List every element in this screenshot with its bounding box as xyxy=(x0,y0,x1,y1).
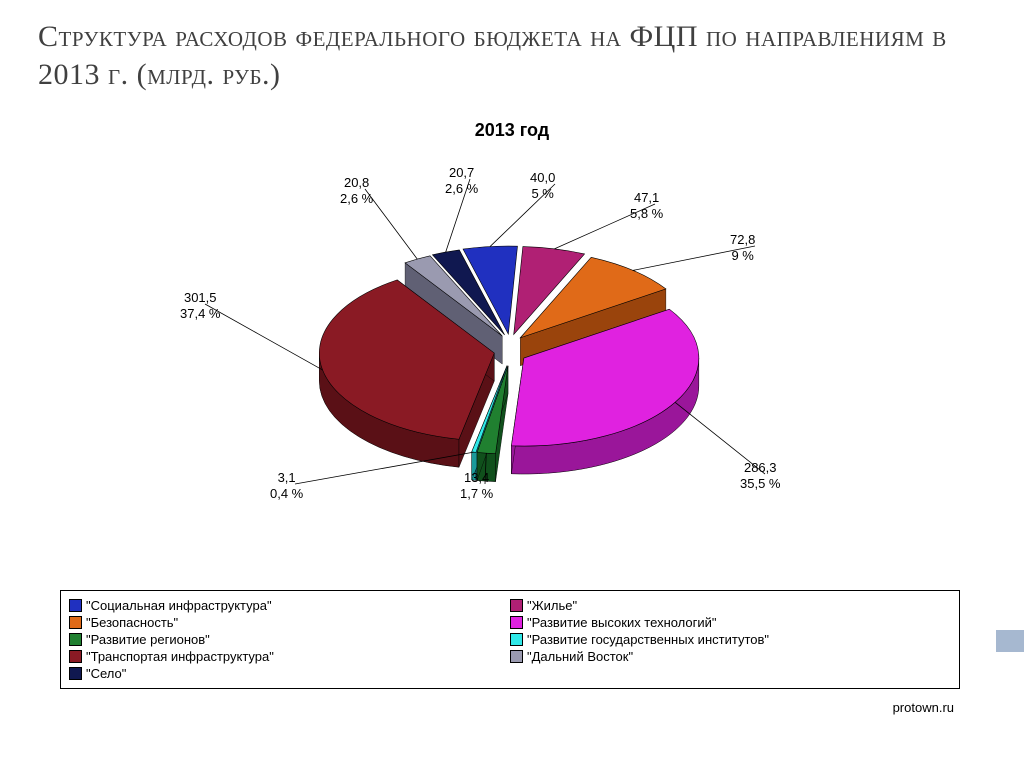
slice-percent: 5 % xyxy=(530,186,555,202)
slice-percent: 37,4 % xyxy=(180,306,220,322)
legend-item: "Дальний Восток" xyxy=(510,648,951,665)
slice-label: 13,41,7 % xyxy=(460,470,493,501)
slice-percent: 2,6 % xyxy=(445,181,478,197)
slice-percent: 5,8 % xyxy=(630,206,663,222)
legend-swatch xyxy=(69,650,82,663)
slice-value: 286,3 xyxy=(740,460,780,476)
legend-swatch xyxy=(69,633,82,646)
slice-percent: 2,6 % xyxy=(340,191,373,207)
slice-value: 20,8 xyxy=(340,175,373,191)
legend-label: "Безопасность" xyxy=(86,615,178,630)
legend-item: "Развитие регионов" xyxy=(69,631,510,648)
legend-item: "Развитие высоких технологий" xyxy=(510,614,951,631)
legend-swatch xyxy=(510,633,523,646)
legend: "Социальная инфраструктура" "Безопасность… xyxy=(60,590,960,689)
slice-percent: 35,5 % xyxy=(740,476,780,492)
legend-swatch xyxy=(69,667,82,680)
slice-label: 20,82,6 % xyxy=(340,175,373,206)
slide-title: Структура расходов федерального бюджета … xyxy=(38,18,988,93)
legend-label: "Развитие регионов" xyxy=(86,632,210,647)
legend-swatch xyxy=(510,616,523,629)
legend-column-right: "Жилье" "Развитие высоких технологий" "Раз… xyxy=(510,597,951,682)
legend-item: "Жилье" xyxy=(510,597,951,614)
source-label: protown.ru xyxy=(893,700,954,715)
legend-column-left: "Социальная инфраструктура" "Безопасность… xyxy=(69,597,510,682)
chart-title: 2013 год xyxy=(0,120,1024,141)
pie-chart: 40,05 % 47,15,8 % 72,89 % 286,335,5 % 13,41,… xyxy=(150,160,870,540)
slide: Структура расходов федерального бюджета … xyxy=(0,0,1024,767)
slice-label: 301,537,4 % xyxy=(180,290,220,321)
slice-value: 47,1 xyxy=(630,190,663,206)
slice-value: 40,0 xyxy=(530,170,555,186)
legend-item: "Развитие государственных институтов" xyxy=(510,631,951,648)
legend-label: "Транспортая инфраструктура" xyxy=(86,649,274,664)
legend-label: "Дальний Восток" xyxy=(527,649,633,664)
legend-item: "Транспортая инфраструктура" xyxy=(69,648,510,665)
legend-item: "Село" xyxy=(69,665,510,682)
slice-value: 13,4 xyxy=(460,470,493,486)
slice-label: 72,89 % xyxy=(730,232,755,263)
slice-value: 3,1 xyxy=(270,470,303,486)
legend-label: "Развитие государственных институтов" xyxy=(527,632,769,647)
slice-label: 20,72,6 % xyxy=(445,165,478,196)
slice-label: 3,10,4 % xyxy=(270,470,303,501)
slice-percent: 9 % xyxy=(730,248,755,264)
legend-swatch xyxy=(69,616,82,629)
slice-percent: 0,4 % xyxy=(270,486,303,502)
slice-label: 40,05 % xyxy=(530,170,555,201)
legend-swatch xyxy=(510,650,523,663)
slice-label: 286,335,5 % xyxy=(740,460,780,491)
slice-value: 301,5 xyxy=(180,290,220,306)
legend-swatch xyxy=(510,599,523,612)
legend-label: "Развитие высоких технологий" xyxy=(527,615,717,630)
slice-label: 47,15,8 % xyxy=(630,190,663,221)
legend-swatch xyxy=(69,599,82,612)
slice-percent: 1,7 % xyxy=(460,486,493,502)
legend-label: "Жилье" xyxy=(527,598,577,613)
slice-value: 20,7 xyxy=(445,165,478,181)
legend-item: "Безопасность" xyxy=(69,614,510,631)
decorative-accent xyxy=(996,630,1024,652)
legend-label: "Село" xyxy=(86,666,126,681)
slice-value: 72,8 xyxy=(730,232,755,248)
legend-item: "Социальная инфраструктура" xyxy=(69,597,510,614)
legend-label: "Социальная инфраструктура" xyxy=(86,598,272,613)
